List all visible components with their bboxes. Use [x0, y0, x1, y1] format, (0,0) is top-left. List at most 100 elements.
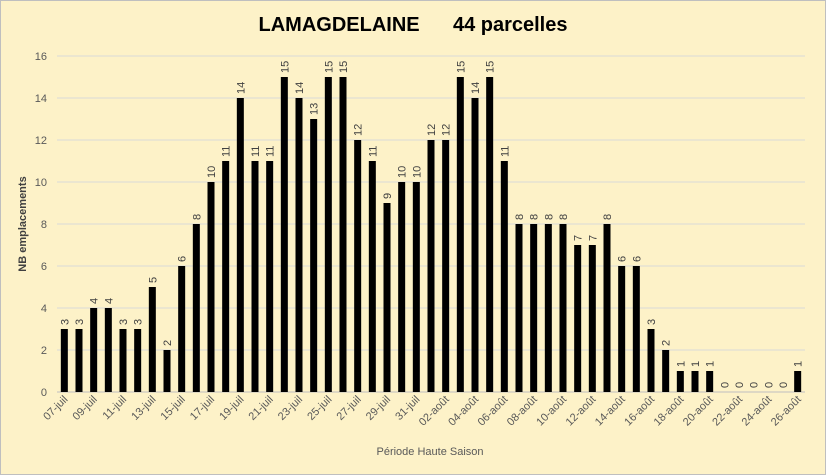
data-label: 8 [514, 214, 526, 220]
x-tick-label: 17-juil [188, 394, 217, 423]
y-tick-label: 8 [41, 219, 47, 231]
y-tick-label: 0 [41, 387, 47, 399]
data-label: 15 [279, 61, 291, 73]
bar [383, 203, 391, 392]
bar [676, 371, 684, 392]
bar [148, 287, 156, 392]
y-tick-label: 10 [35, 177, 47, 189]
bar [295, 98, 303, 392]
bar [354, 140, 362, 392]
bar [368, 161, 376, 392]
data-label: 3 [133, 319, 145, 325]
bar [559, 224, 567, 392]
data-label: 11 [265, 146, 277, 157]
data-label: 10 [411, 166, 423, 178]
data-label: 14 [294, 82, 306, 94]
x-axis-ticks: 07-juil 09-juil 11-juil 13-juil 15-juil 17-ju… [41, 394, 804, 429]
data-label: 7 [573, 235, 585, 241]
x-tick-label: 25-juil [305, 394, 334, 423]
bar [691, 371, 699, 392]
bar [119, 329, 127, 392]
data-label: 12 [353, 124, 365, 136]
bar [178, 266, 186, 392]
data-label: 12 [441, 124, 453, 136]
bar [310, 119, 318, 392]
x-tick-label: 08-août [505, 394, 540, 429]
bar [530, 224, 538, 392]
bar [222, 161, 230, 392]
bar [192, 224, 200, 392]
data-label: 0 [719, 382, 731, 388]
data-label: 4 [89, 298, 101, 304]
y-tick-label: 4 [41, 303, 47, 315]
data-label: 8 [529, 214, 541, 220]
chart-title: LAMAGDELAINE 44 parcelles [258, 14, 568, 36]
bar [339, 77, 347, 392]
bar [706, 371, 714, 392]
data-label: 3 [646, 319, 658, 325]
data-label: 15 [323, 61, 335, 73]
y-axis-label: NB emplacements [17, 176, 29, 271]
bar [90, 308, 98, 392]
bar [266, 161, 274, 392]
x-tick-label: 29-juil [364, 394, 393, 423]
data-label: 1 [675, 361, 687, 367]
data-label: 9 [382, 193, 394, 199]
bar [515, 224, 523, 392]
data-label: 3 [118, 319, 130, 325]
data-label: 2 [661, 340, 673, 346]
x-tick-label: 04-août [446, 394, 481, 429]
data-label: 0 [734, 382, 746, 388]
x-tick-label: 16-août [622, 394, 657, 429]
bar [104, 308, 112, 392]
data-label: 11 [221, 146, 233, 157]
bars [60, 77, 802, 392]
bar [647, 329, 655, 392]
bar [427, 140, 435, 392]
x-tick-label: 22-août [710, 394, 745, 429]
bar [632, 266, 640, 392]
data-label: 8 [602, 214, 614, 220]
data-label: 13 [309, 103, 321, 115]
bar [544, 224, 552, 392]
bar [236, 98, 244, 392]
data-label: 15 [338, 61, 350, 73]
data-label: 14 [235, 82, 247, 94]
bar [163, 350, 171, 392]
y-tick-label: 2 [41, 345, 47, 357]
x-tick-label: 21-juil [247, 394, 276, 423]
bar [324, 77, 332, 392]
data-label: 15 [485, 61, 497, 73]
y-tick-label: 16 [35, 51, 47, 63]
y-tick-label: 12 [35, 135, 47, 147]
bar [398, 182, 406, 392]
y-tick-label: 6 [41, 261, 47, 273]
x-tick-label: 06-août [476, 394, 511, 429]
bar [574, 245, 582, 392]
data-label: 3 [59, 319, 71, 325]
bar [794, 371, 802, 392]
bar [251, 161, 259, 392]
data-label: 15 [455, 61, 467, 73]
x-tick-label: 20-août [681, 394, 716, 429]
data-label: 8 [191, 214, 203, 220]
x-tick-label: 02-août [417, 394, 452, 429]
x-tick-label: 27-juil [335, 394, 364, 423]
data-label: 7 [587, 235, 599, 241]
data-label: 6 [617, 256, 629, 262]
bar [662, 350, 670, 392]
bar [207, 182, 215, 392]
data-label: 11 [499, 146, 511, 157]
data-label: 1 [705, 361, 717, 367]
bar [603, 224, 611, 392]
data-label: 6 [631, 256, 643, 262]
data-label: 10 [397, 166, 409, 178]
data-label: 14 [470, 82, 482, 94]
x-tick-label: 18-août [652, 394, 687, 429]
data-label: 8 [543, 214, 555, 220]
data-label: 8 [558, 214, 570, 220]
bar [456, 77, 464, 392]
data-label: 0 [749, 382, 761, 388]
data-label: 3 [74, 319, 86, 325]
